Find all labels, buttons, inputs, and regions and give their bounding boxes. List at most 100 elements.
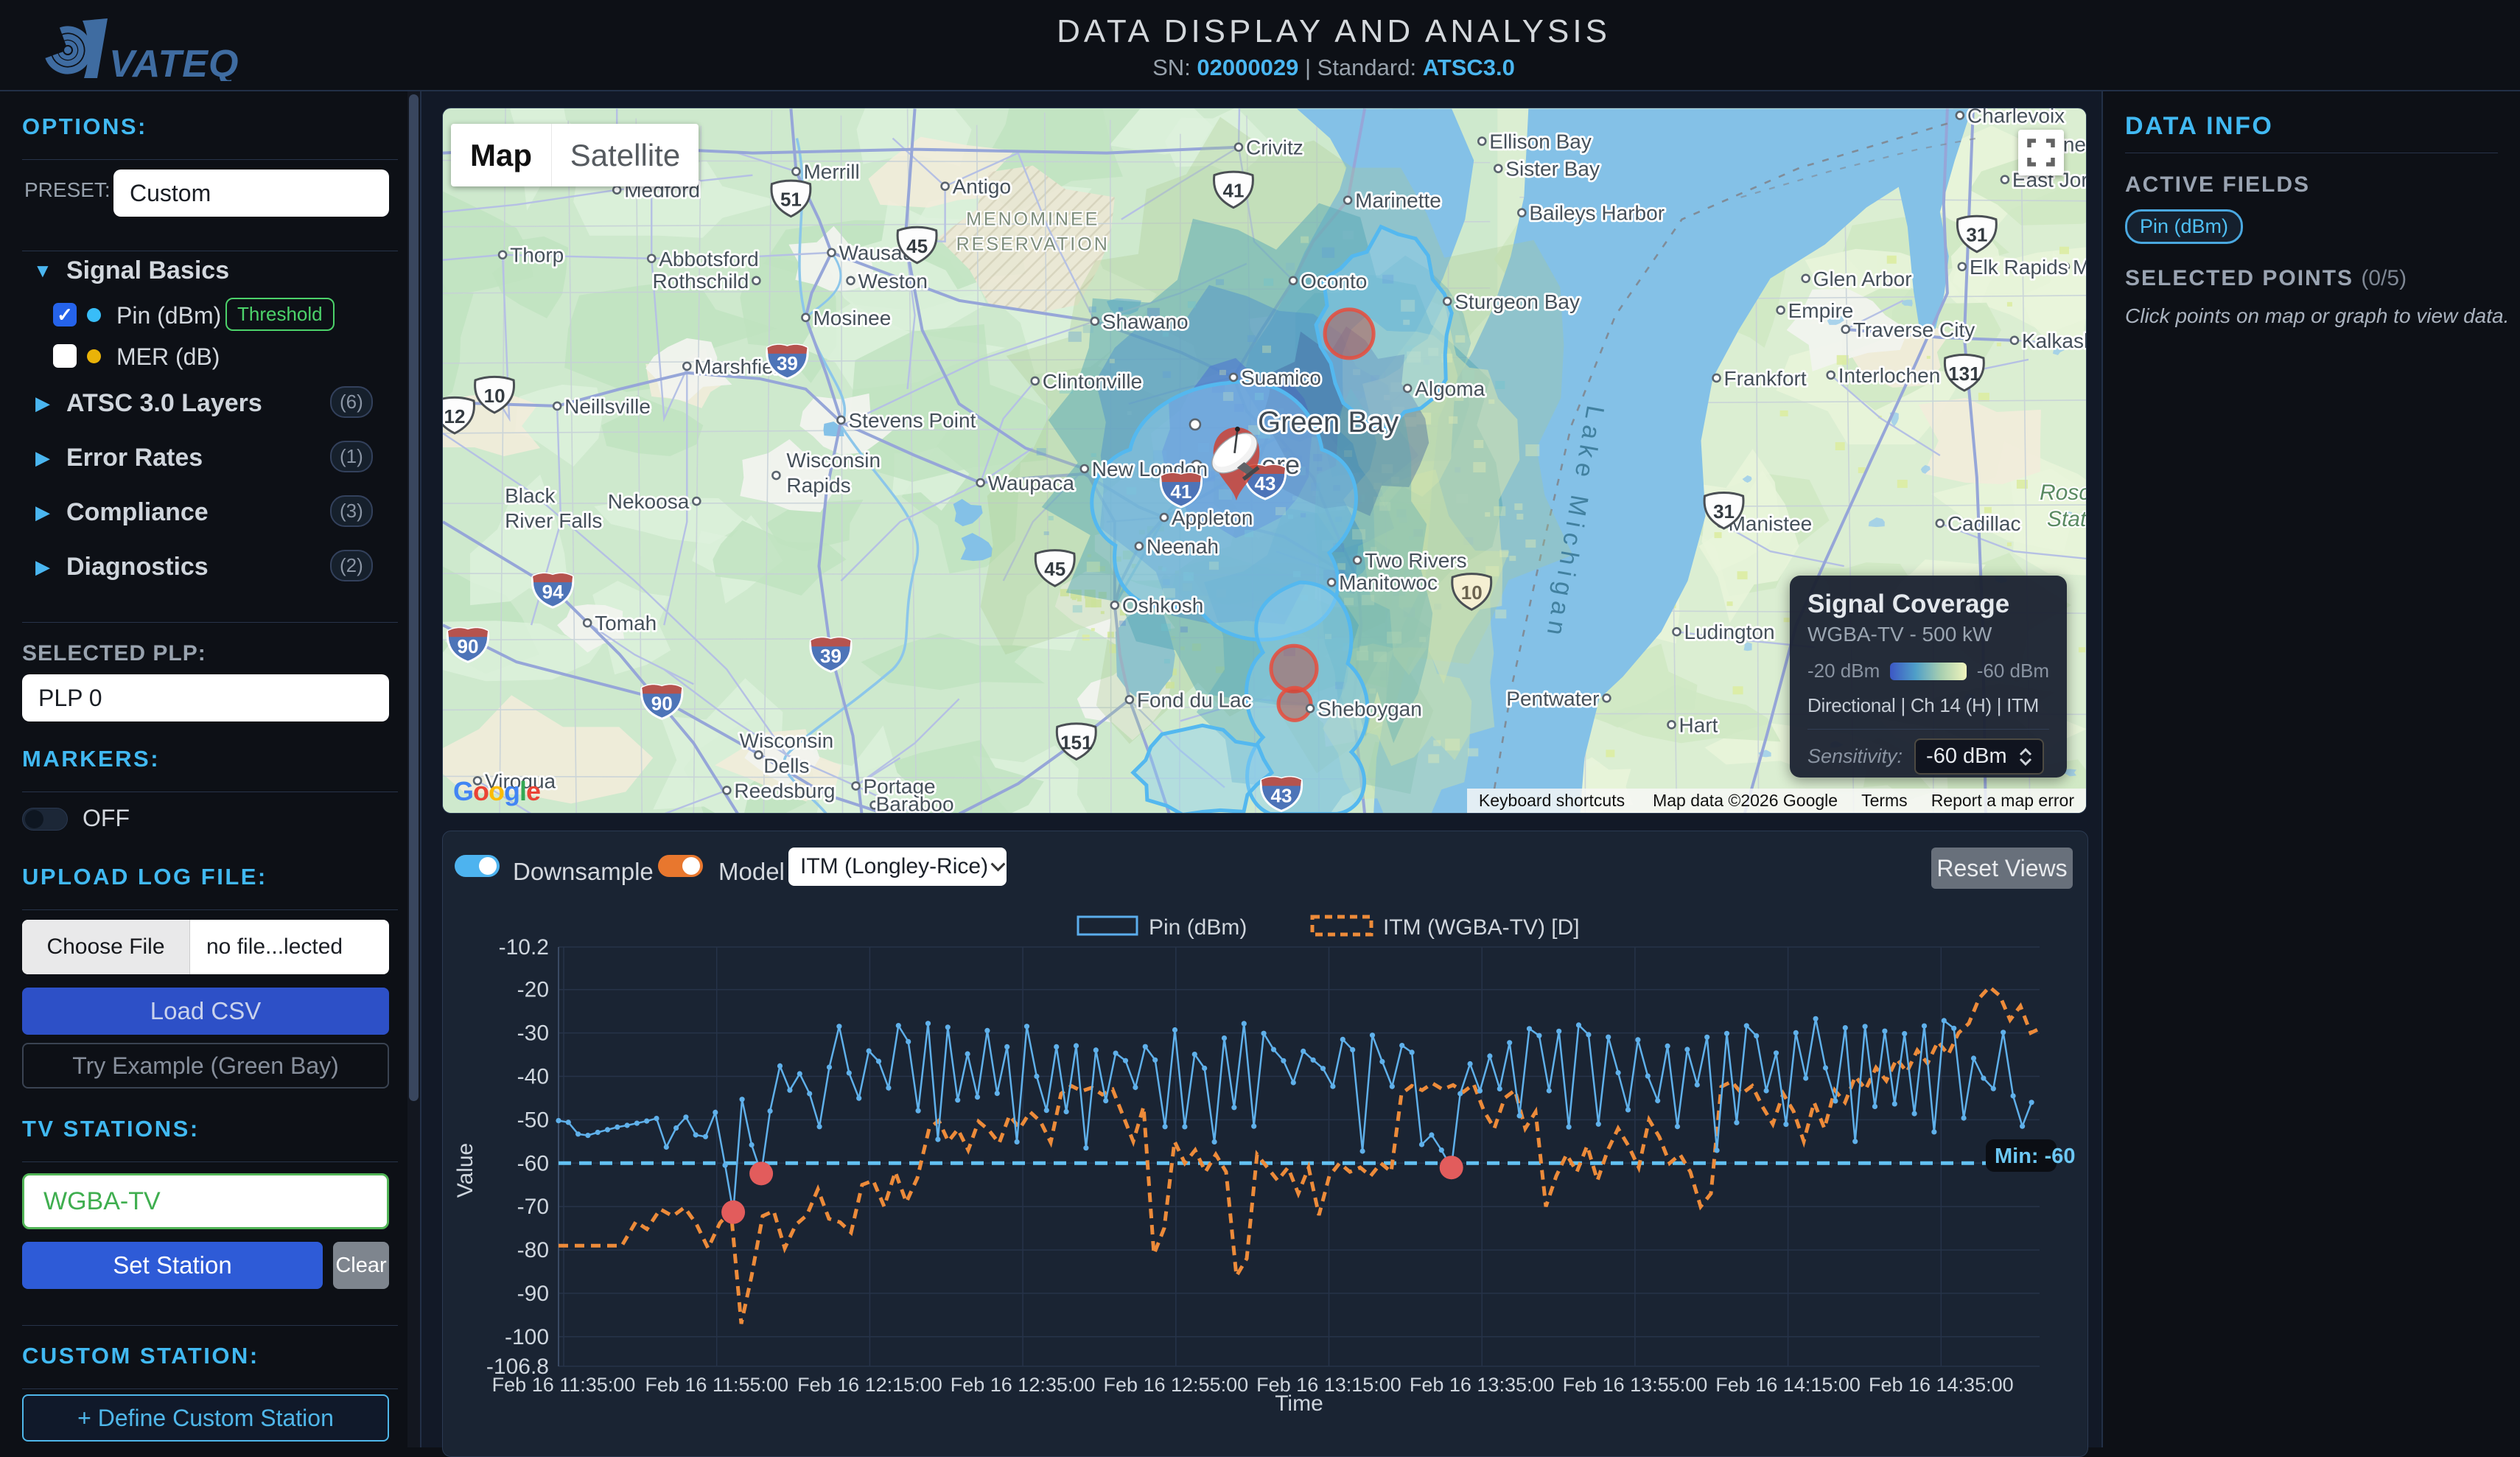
svg-text:Min: -60: Min: -60 bbox=[1995, 1145, 2076, 1168]
svg-text:31: 31 bbox=[1713, 500, 1735, 523]
svg-text:151: 151 bbox=[1060, 731, 1092, 753]
svg-text:10: 10 bbox=[484, 385, 505, 407]
svg-text:Kalkaska: Kalkaska bbox=[2022, 329, 2087, 352]
svg-text:ITM (WGBA-TV) [D]: ITM (WGBA-TV) [D] bbox=[1383, 915, 1580, 940]
svg-text:Two Rivers: Two Rivers bbox=[1365, 549, 1467, 572]
svg-text:Cadillac: Cadillac bbox=[1947, 512, 2021, 535]
svg-text:Hart: Hart bbox=[1679, 713, 1718, 736]
svg-text:-20: -20 bbox=[517, 978, 549, 1002]
svg-text:Feb 16 12:55:00: Feb 16 12:55:00 bbox=[1103, 1374, 1248, 1396]
svg-text:Pentwater: Pentwater bbox=[1506, 687, 1599, 710]
svg-text:90: 90 bbox=[651, 692, 673, 714]
svg-text:Feb 16 12:15:00: Feb 16 12:15:00 bbox=[797, 1374, 942, 1396]
svg-text:Stevens Point: Stevens Point bbox=[848, 409, 976, 432]
svg-text:Appleton: Appleton bbox=[1172, 506, 1253, 529]
svg-text:State: State bbox=[2047, 507, 2087, 531]
svg-text:Oshkosh: Oshkosh bbox=[1122, 594, 1204, 617]
svg-text:Frankfort: Frankfort bbox=[1724, 367, 1807, 390]
svg-text:Wisconsin: Wisconsin bbox=[740, 729, 834, 752]
svg-text:Interlochen: Interlochen bbox=[1838, 364, 1941, 387]
svg-text:Black: Black bbox=[505, 484, 556, 507]
svg-text:Feb 16 13:55:00: Feb 16 13:55:00 bbox=[1563, 1374, 1708, 1396]
svg-text:Dells: Dells bbox=[763, 754, 809, 777]
svg-text:RESERVATION: RESERVATION bbox=[956, 234, 1110, 255]
svg-text:-10.2: -10.2 bbox=[499, 935, 549, 960]
svg-text:ne: ne bbox=[2063, 133, 2086, 156]
svg-text:Traverse City: Traverse City bbox=[1853, 318, 1975, 341]
svg-text:Nekoosa: Nekoosa bbox=[608, 490, 690, 513]
svg-text:-80: -80 bbox=[517, 1238, 549, 1262]
svg-text:Pin (dBm): Pin (dBm) bbox=[1149, 915, 1247, 940]
svg-text:-100: -100 bbox=[505, 1325, 549, 1349]
svg-text:VATEQ: VATEQ bbox=[109, 43, 239, 81]
svg-text:45: 45 bbox=[1044, 558, 1065, 580]
svg-text:Ellison Bay: Ellison Bay bbox=[1489, 130, 1592, 153]
svg-text:43: 43 bbox=[1255, 472, 1276, 495]
svg-text:Neillsville: Neillsville bbox=[564, 395, 651, 418]
svg-text:10: 10 bbox=[1461, 581, 1483, 604]
svg-text:Neenah: Neenah bbox=[1147, 535, 1219, 558]
svg-text:-50: -50 bbox=[517, 1108, 549, 1132]
svg-text:94: 94 bbox=[542, 581, 564, 603]
svg-text:Ludington: Ludington bbox=[1684, 621, 1775, 643]
svg-text:Mosinee: Mosinee bbox=[813, 307, 891, 329]
svg-text:Suamico: Suamico bbox=[1241, 366, 1321, 389]
svg-text:41: 41 bbox=[1170, 481, 1191, 503]
svg-text:Clintonville: Clintonville bbox=[1043, 370, 1142, 393]
svg-text:Feb 16 14:35:00: Feb 16 14:35:00 bbox=[1869, 1374, 2014, 1396]
svg-text:Time: Time bbox=[1275, 1391, 1323, 1416]
svg-text:Rapids: Rapids bbox=[786, 474, 850, 497]
svg-text:Mancelona: Mancelona bbox=[2073, 256, 2087, 279]
svg-text:Sheboygan: Sheboygan bbox=[1317, 697, 1422, 720]
svg-text:Crivitz: Crivitz bbox=[1246, 136, 1303, 159]
svg-text:Tomah: Tomah bbox=[595, 612, 657, 635]
svg-text:-30: -30 bbox=[517, 1021, 549, 1046]
svg-text:Merrill: Merrill bbox=[803, 161, 859, 184]
svg-text:12: 12 bbox=[444, 405, 466, 427]
svg-text:-90: -90 bbox=[517, 1282, 549, 1306]
svg-text:Fond du Lac: Fond du Lac bbox=[1137, 688, 1252, 711]
svg-text:90: 90 bbox=[458, 635, 479, 657]
svg-text:Portage: Portage bbox=[864, 775, 936, 797]
svg-text:Feb 16 11:35:00: Feb 16 11:35:00 bbox=[492, 1374, 636, 1396]
svg-text:39: 39 bbox=[777, 352, 798, 374]
svg-text:39: 39 bbox=[820, 645, 841, 667]
svg-text:Thorp: Thorp bbox=[510, 244, 564, 267]
svg-text:Abbotsford: Abbotsford bbox=[659, 248, 758, 270]
svg-text:51: 51 bbox=[780, 189, 802, 211]
svg-text:Green Bay: Green Bay bbox=[1258, 406, 1399, 439]
svg-text:Feb 16 13:35:00: Feb 16 13:35:00 bbox=[1410, 1374, 1555, 1396]
svg-text:Weston: Weston bbox=[858, 270, 928, 293]
svg-text:-70: -70 bbox=[517, 1195, 549, 1219]
svg-text:Feb 16 12:35:00: Feb 16 12:35:00 bbox=[951, 1374, 1096, 1396]
svg-text:Feb 16 11:55:00: Feb 16 11:55:00 bbox=[645, 1374, 788, 1396]
svg-text:131: 131 bbox=[1948, 363, 1980, 385]
svg-text:Antigo: Antigo bbox=[953, 175, 1011, 198]
svg-text:Sister Bay: Sister Bay bbox=[1505, 158, 1600, 181]
svg-text:31: 31 bbox=[1966, 224, 1987, 246]
svg-text:-40: -40 bbox=[517, 1065, 549, 1089]
svg-text:Marinette: Marinette bbox=[1355, 189, 1441, 212]
svg-text:Reedsburg: Reedsburg bbox=[734, 779, 835, 802]
svg-text:Feb 16 14:15:00: Feb 16 14:15:00 bbox=[1715, 1374, 1861, 1396]
svg-text:Wisconsin: Wisconsin bbox=[786, 449, 881, 472]
svg-text:Baileys Harbor: Baileys Harbor bbox=[1529, 202, 1665, 225]
svg-text:-106.8: -106.8 bbox=[486, 1355, 549, 1379]
svg-text:Value: Value bbox=[453, 1143, 477, 1198]
svg-text:Viroqua: Viroqua bbox=[485, 769, 556, 792]
svg-text:45: 45 bbox=[906, 235, 928, 257]
svg-text:Rothschild: Rothschild bbox=[653, 270, 749, 293]
svg-text:Glen Arbor: Glen Arbor bbox=[1813, 268, 1912, 290]
svg-text:Algoma: Algoma bbox=[1415, 377, 1485, 400]
svg-text:Charlevoix: Charlevoix bbox=[1967, 108, 2065, 127]
svg-text:Elk Rapids: Elk Rapids bbox=[1970, 256, 2068, 279]
svg-text:41: 41 bbox=[1222, 180, 1244, 202]
svg-text:Baraboo: Baraboo bbox=[876, 792, 954, 814]
svg-text:River Falls: River Falls bbox=[505, 509, 602, 532]
svg-text:Empire: Empire bbox=[1788, 299, 1854, 322]
svg-text:-60: -60 bbox=[517, 1151, 549, 1175]
svg-text:Manitowoc: Manitowoc bbox=[1339, 571, 1438, 594]
svg-text:Feb 16 13:15:00: Feb 16 13:15:00 bbox=[1256, 1374, 1401, 1396]
svg-text:Sturgeon Bay: Sturgeon Bay bbox=[1455, 290, 1580, 313]
svg-text:MENOMINEE: MENOMINEE bbox=[966, 209, 1099, 230]
